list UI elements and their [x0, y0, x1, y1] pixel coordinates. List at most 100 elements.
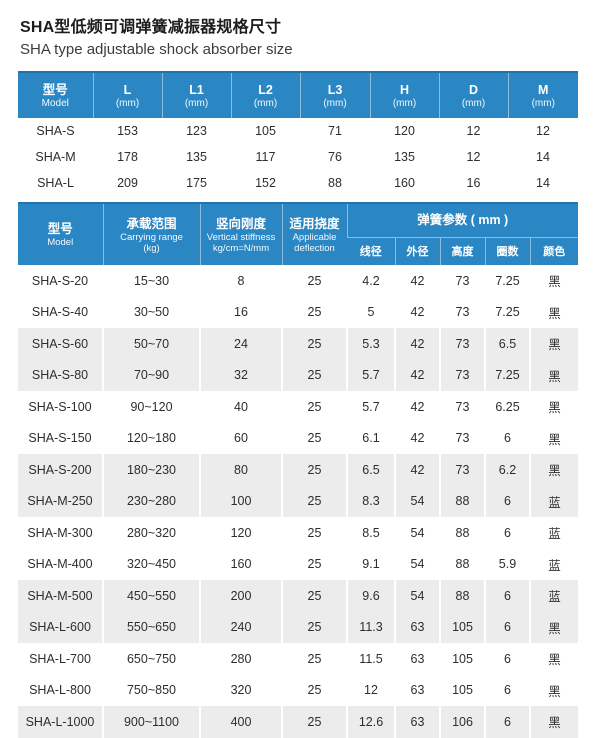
table-cell: 30~50 [102, 296, 200, 328]
table-cell: 120~180 [102, 422, 200, 454]
table-cell: 25 [281, 611, 347, 643]
table-cell: 42 [394, 454, 440, 486]
table-cell: 88 [328, 176, 342, 190]
table-cell: 6 [484, 580, 530, 612]
table-cell: 320~450 [102, 548, 200, 580]
table-cell: 黑 [529, 359, 578, 391]
table-cell: 7.25 [484, 296, 530, 328]
table-cell: 70~90 [102, 359, 200, 391]
table-cell: 6 [484, 517, 530, 549]
table-cell: 14 [536, 150, 550, 164]
table-cell: 25 [281, 422, 347, 454]
table-cell: 54 [394, 485, 440, 517]
table-cell: SHA-S-60 [18, 328, 103, 360]
size-table-body: SHA-S 153 123 105 71 120 12 12 SHA-M 178 135 117 76 1… [18, 118, 578, 196]
col-header-spring-parameters: 弹簧参数 ( mm ) [346, 203, 578, 237]
table-cell: 200 [199, 580, 282, 612]
table-cell: 175 [186, 176, 207, 190]
table-cell: SHA-L-600 [18, 611, 103, 643]
table-cell: 5.7 [346, 359, 395, 391]
table-cell: 88 [439, 548, 485, 580]
col-header-carrying-range: 承载范围 Carrying range (kg) [102, 203, 200, 265]
col-header-color: 颜色 [529, 236, 578, 265]
table-cell: 25 [281, 296, 347, 328]
table-cell: 73 [439, 422, 485, 454]
table-cell: 16 [466, 176, 481, 190]
col-header-height: 高度 [439, 236, 485, 265]
table-cell: 25 [281, 706, 347, 738]
table-cell: 42 [394, 296, 440, 328]
table-row: SHA-M-400 320~450 160 25 9.1 54 88 5.9 蓝 [18, 548, 578, 580]
table-row: SHA-M 178 135 117 76 135 12 14 [18, 144, 578, 170]
table-cell: 400 [199, 706, 282, 738]
page-subtitle: SHA type adjustable shock absorber size [20, 41, 293, 58]
table-row: SHA-M-500 450~550 200 25 9.6 54 88 6 蓝 [18, 580, 578, 612]
table-cell: 蓝 [529, 580, 578, 612]
table-cell: 76 [328, 150, 342, 164]
table-cell: 12.6 [346, 706, 395, 738]
table-cell: 7.25 [484, 359, 530, 391]
table-cell: 7.25 [484, 265, 530, 297]
table-cell: 73 [439, 454, 485, 486]
table-cell: 160 [394, 176, 415, 190]
table-row: SHA-L-600 550~650 240 25 11.3 63 105 6 黑 [18, 611, 578, 643]
table-cell: 88 [439, 580, 485, 612]
table-cell: 105 [439, 643, 485, 675]
table-cell: 135 [186, 150, 207, 164]
table-cell: 黑 [529, 611, 578, 643]
table-cell: 160 [199, 548, 282, 580]
table-cell: 320 [199, 674, 282, 706]
table-cell: 25 [281, 391, 347, 423]
table-cell: SHA-L-700 [29, 651, 91, 666]
table-cell: 5.9 [484, 548, 530, 580]
table-cell: SHA-M [35, 150, 76, 164]
table-cell: 152 [255, 176, 276, 190]
table-cell: 8.3 [346, 485, 395, 517]
table-cell: 黑 [529, 674, 578, 706]
table-row: SHA-M-250 230~280 100 25 8.3 54 88 6 蓝 [18, 485, 578, 517]
table-cell: 24 [199, 328, 282, 360]
table-cell: 25 [281, 485, 347, 517]
table-cell: 120 [394, 124, 415, 138]
table-cell: 900~1100 [102, 706, 200, 738]
table-cell: 180~230 [102, 454, 200, 486]
col-header-wire-diameter: 线径 [347, 236, 395, 265]
table-cell: 5.3 [346, 328, 395, 360]
table-cell: 209 [117, 176, 138, 190]
table-cell: 88 [439, 485, 485, 517]
table-cell: 60 [199, 422, 282, 454]
table-row: SHA-L-700 650~750 280 25 11.5 63 105 6 黑 [18, 643, 578, 675]
table-cell: 25 [281, 517, 347, 549]
table-cell: SHA-M-250 [18, 485, 103, 517]
table-cell: 11.3 [346, 611, 395, 643]
table-cell: 240 [199, 611, 282, 643]
table-cell: 123 [186, 124, 207, 138]
col-header-L1: L1 (mm) [161, 72, 231, 118]
table-cell: 105 [439, 674, 485, 706]
table-cell: 6.1 [346, 422, 395, 454]
table-row: SHA-L 209 175 152 88 160 16 14 [18, 170, 578, 196]
table-cell: 6.2 [484, 454, 530, 486]
table-cell: 6 [484, 643, 530, 675]
table-cell: 9.6 [346, 580, 395, 612]
size-table: 型号 Model L (mm) L1 (mm) L2 (mm) L3 (mm [18, 71, 578, 196]
col-header-applicable-deflection: 适用挠度 Applicable deflection [281, 203, 347, 265]
table-cell: 黑 [529, 391, 578, 423]
col-header-model: 型号 Model [18, 72, 93, 118]
table-cell: SHA-S-150 [28, 431, 92, 446]
table-row: SHA-S-80 70~90 32 25 5.7 42 73 7.25 黑 [18, 359, 578, 391]
table-cell: 25 [281, 548, 347, 580]
col-header-L: L (mm) [92, 72, 162, 118]
table-cell: SHA-S [36, 124, 75, 138]
col-header-M: M (mm) [507, 72, 578, 118]
spec-table-header: 型号 Model 承载范围 Carrying range (kg) 竖向刚度 V… [18, 203, 578, 265]
table-cell: 117 [255, 150, 276, 164]
table-cell: SHA-M-500 [18, 580, 103, 612]
table-cell: 25 [281, 328, 347, 360]
table-cell: 黑 [529, 265, 578, 297]
table-row: SHA-L-1000 900~1100 400 25 12.6 63 106 6 黑 [18, 706, 578, 738]
table-cell: 71 [328, 124, 342, 138]
table-cell: 63 [394, 611, 440, 643]
table-cell: SHA-L-800 [29, 683, 91, 698]
table-cell: 80 [199, 454, 282, 486]
